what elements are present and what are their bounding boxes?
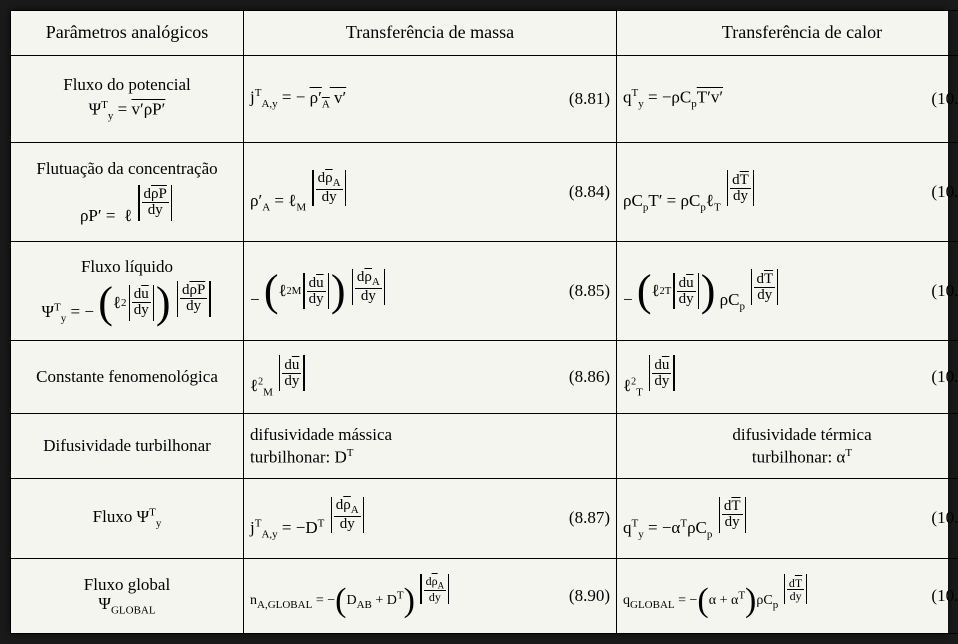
heat-fluxo-liquido: − ( ℓ2T dudy ) ρCp dTdy (10.64)	[617, 242, 958, 341]
label: Fluxo do potencial	[17, 75, 237, 95]
heat-fluxo-global: qGLOBAL = −(α + αT)ρCp dTdy (10.67)	[617, 558, 958, 633]
mass-eqnum: (8.90)	[563, 586, 610, 606]
mass-eqnum: (8.84)	[563, 182, 610, 202]
heat-eqnum: (10.62)	[925, 89, 958, 109]
mass-fluxo-global: nA,GLOBAL = −(DAB + DT) dρAdy (8.90)	[244, 558, 617, 633]
heat-constante: ℓ2T dudy (10.65)	[617, 341, 958, 414]
label: Fluxo líquido	[17, 257, 237, 277]
heat-eqnum: (10.66)	[925, 508, 958, 528]
label: Flutuação da concentração	[17, 159, 237, 179]
mass-flutuacao: ρ′A = ℓM dρAdy (8.84)	[244, 142, 617, 241]
mass-fluxo-potencial: jTA,y = − ρ′A v′ (8.81)	[244, 55, 617, 142]
mass-line2: turbilhonar: DT	[250, 446, 610, 469]
heat-eqnum: (10.64)	[925, 281, 958, 301]
def-eq: ΨTy = v′ρP′	[17, 99, 237, 123]
mass-eq: − ( ℓ2M dudy ) dρAdy	[250, 269, 387, 313]
header-calor: Transferência de calor	[617, 11, 958, 56]
heat-eq: qGLOBAL = −(α + αT)ρCp dTdy	[623, 574, 809, 618]
param-fluxo-global: Fluxo global ΨGLOBAL	[11, 558, 244, 633]
mass-eq: jTA,y = −DT dρAdy	[250, 497, 366, 540]
label-eq: Fluxo ΨTy	[93, 507, 162, 526]
mass-eq: nA,GLOBAL = −(DAB + DT) dρAdy	[250, 574, 451, 618]
mass-fluxo-psi: jTA,y = −DT dρAdy (8.87)	[244, 479, 617, 559]
param-flutuacao: Flutuação da concentração ρP′ = ℓ dρPdy	[11, 142, 244, 241]
def-eq: ΨGLOBAL	[17, 594, 237, 617]
heat-fluxo-psi: qTy = −αTρCp dTdy (10.66)	[617, 479, 958, 559]
mass-difusividade: difusividade mássica turbilhonar: DT	[244, 413, 617, 478]
def-eq: ΨTy = − ( ℓ2 dudy ) dρPdy	[17, 281, 237, 325]
row-fluxo-liquido: Fluxo líquido ΨTy = − ( ℓ2 dudy ) dρPdy …	[11, 242, 958, 341]
mass-eq: jTA,y = − ρ′A v′	[250, 87, 346, 110]
label: Fluxo global	[17, 575, 237, 595]
param-difusividade: Difusividade turbilhonar	[11, 413, 244, 478]
table-header-row: Parâmetros analógicos Transferência de m…	[11, 11, 958, 56]
mass-fluxo-liquido: − ( ℓ2M dudy ) dρAdy (8.85)	[244, 242, 617, 341]
param-fluxo-psi: Fluxo ΨTy	[11, 479, 244, 559]
row-constante: Constante fenomenológica ℓ2M dudy (8.86)…	[11, 341, 958, 414]
heat-fluxo-potencial: qTy = −ρCpT′v′ (10.62)	[617, 55, 958, 142]
mass-eq: ℓ2M dudy	[250, 355, 307, 398]
mass-eqnum: (8.86)	[563, 367, 610, 387]
param-fluxo-liquido: Fluxo líquido ΨTy = − ( ℓ2 dudy ) dρPdy	[11, 242, 244, 341]
heat-eq: − ( ℓ2T dudy ) ρCp dTdy	[623, 269, 780, 313]
page-container: Parâmetros analógicos Transferência de m…	[10, 10, 948, 634]
label: Difusividade turbilhonar	[43, 436, 211, 455]
row-fluxo-global: Fluxo global ΨGLOBAL nA,GLOBAL = −(DAB +…	[11, 558, 958, 633]
heat-line2: turbilhonar: αT	[623, 446, 958, 469]
row-flutuacao: Flutuação da concentração ρP′ = ℓ dρPdy …	[11, 142, 958, 241]
heat-eqnum: (10.67)	[925, 586, 958, 606]
mass-eqnum: (8.85)	[563, 281, 610, 301]
row-fluxo-psi: Fluxo ΨTy jTA,y = −DT dρAdy (8.87) qTy =…	[11, 479, 958, 559]
label: Constante fenomenológica	[36, 367, 218, 386]
mass-eq: ρ′A = ℓM dρAdy	[250, 170, 348, 213]
heat-eq: ℓ2T dudy	[623, 355, 677, 398]
heat-eq: qTy = −ρCpT′v′	[623, 87, 723, 110]
heat-eq: ρCpT′ = ρCpℓT dTdy	[623, 170, 756, 213]
mass-eqnum: (8.87)	[563, 508, 610, 528]
param-constante: Constante fenomenológica	[11, 341, 244, 414]
header-parametros: Parâmetros analógicos	[11, 11, 244, 56]
param-fluxo-potencial: Fluxo do potencial ΨTy = v′ρP′	[11, 55, 244, 142]
mass-line1: difusividade mássica	[250, 424, 610, 446]
row-fluxo-potencial: Fluxo do potencial ΨTy = v′ρP′ jTA,y = −…	[11, 55, 958, 142]
row-difusividade: Difusividade turbilhonar difusividade má…	[11, 413, 958, 478]
heat-eqnum: (10.63)	[925, 182, 958, 202]
heat-difusividade: difusividade térmica turbilhonar: αT	[617, 413, 958, 478]
header-massa: Transferência de massa	[244, 11, 617, 56]
mass-eqnum: (8.81)	[563, 89, 610, 109]
mass-constante: ℓ2M dudy (8.86)	[244, 341, 617, 414]
heat-eqnum: (10.65)	[925, 367, 958, 387]
heat-flutuacao: ρCpT′ = ρCpℓT dTdy (10.63)	[617, 142, 958, 241]
heat-line1: difusividade térmica	[623, 424, 958, 446]
heat-eq: qTy = −αTρCp dTdy	[623, 497, 748, 540]
analogy-table: Parâmetros analógicos Transferência de m…	[10, 10, 958, 634]
def-eq: ρP′ = ℓ dρPdy	[17, 185, 237, 226]
